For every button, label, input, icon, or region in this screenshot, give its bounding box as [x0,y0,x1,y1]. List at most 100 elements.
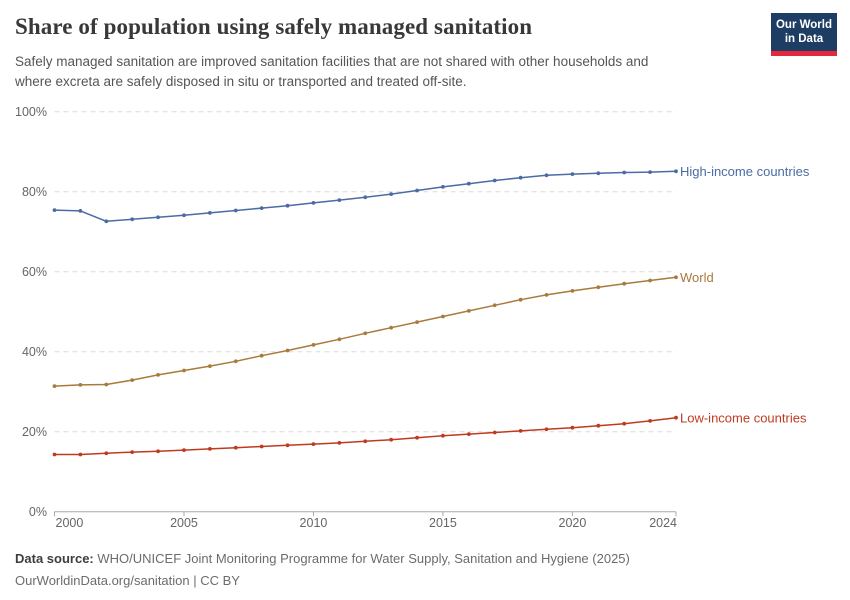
series-marker-high-income-countries-2012 [363,195,368,200]
x-axis-label-2020: 2020 [559,516,587,530]
series-line-low-income-countries [54,416,677,456]
series-marker-high-income-countries-2003 [130,217,135,222]
series-marker-world-2024 [674,275,678,280]
series-label-low-income-countries: Low-income countries [680,410,807,425]
logo-line-2: in Data [784,33,824,45]
y-axis-label-20: 20% [22,425,47,439]
owid-logo[interactable]: Our World in Data [771,13,837,56]
series-marker-low-income-countries-2006 [207,447,212,451]
data-source-line: Data source: WHO/UNICEF Joint Monitoring… [15,548,815,570]
series-marker-world-2006 [207,364,212,368]
series-marker-high-income-countries-2024 [674,169,678,174]
series-marker-high-income-countries-2002 [104,219,109,224]
series-marker-high-income-countries-2000 [52,208,57,213]
series-marker-world-2016 [466,309,471,313]
series-marker-world-2011 [337,337,342,342]
series-marker-world-2003 [130,378,135,382]
series-marker-high-income-countries-2008 [259,206,264,211]
series-marker-world-2008 [259,353,264,358]
series-marker-low-income-countries-2018 [518,429,523,433]
series-marker-high-income-countries-2013 [389,192,394,197]
series-marker-world-2007 [233,359,238,364]
series-marker-high-income-countries-2006 [207,211,212,215]
y-axis-label-60: 60% [22,265,47,279]
series-marker-low-income-countries-2014 [415,435,419,440]
series-label-high-income-countries: High-income countries [680,164,810,179]
y-axis-label-0: 0% [29,505,47,519]
series-marker-low-income-countries-2005 [182,448,186,452]
series-marker-low-income-countries-2010 [311,442,316,446]
series-marker-world-2018 [518,297,523,302]
series-marker-high-income-countries-2007 [233,208,238,213]
logo-line-1: Our World [775,19,832,31]
x-axis-label-2005: 2005 [170,516,198,530]
series-marker-world-2009 [285,348,290,353]
series-marker-high-income-countries-2009 [285,203,290,208]
series-marker-world-2022 [622,281,627,286]
series-marker-world-2002 [104,382,109,387]
series-marker-high-income-countries-2014 [415,188,419,193]
series-marker-low-income-countries-2003 [130,450,135,454]
series-marker-high-income-countries-2019 [544,173,549,178]
y-axis-label-40: 40% [22,345,47,359]
series-marker-world-2019 [544,293,549,297]
series-marker-world-2021 [596,285,601,290]
data-source-label: Data source: [15,551,94,566]
series-marker-low-income-countries-2007 [233,445,238,450]
series-marker-high-income-countries-2020 [570,172,575,177]
series-marker-low-income-countries-2013 [389,437,394,442]
series-marker-low-income-countries-2004 [156,449,160,454]
series-marker-world-2004 [156,373,160,377]
series-marker-high-income-countries-2022 [622,170,627,175]
subtitle-line-1: Safely managed sanitation are improved s… [15,54,649,69]
series-marker-low-income-countries-2000 [52,452,57,457]
series-marker-low-income-countries-2019 [544,427,549,432]
series-marker-high-income-countries-2018 [518,175,523,180]
series-marker-world-2017 [492,303,497,308]
series-marker-low-income-countries-2022 [622,421,627,426]
series-marker-world-2013 [389,325,394,330]
series-marker-world-2005 [182,368,186,373]
chart-footer: Data source: WHO/UNICEF Joint Monitoring… [15,548,815,592]
series-marker-world-2012 [363,331,368,336]
series-marker-world-2014 [415,320,419,324]
y-axis-label-100: 100% [15,105,47,119]
subtitle-line-2: where excreta are safely disposed in sit… [15,74,467,89]
series-marker-high-income-countries-2023 [648,170,653,175]
series-marker-high-income-countries-2004 [156,215,160,220]
y-axis-label-80: 80% [22,185,47,199]
series-marker-low-income-countries-2008 [259,444,264,449]
series-marker-low-income-countries-2012 [363,439,368,444]
x-axis-label-2010: 2010 [300,516,328,530]
series-marker-world-2015 [441,314,445,319]
series-marker-world-2023 [648,278,653,283]
series-marker-low-income-countries-2020 [570,425,575,430]
x-axis-label-2015: 2015 [429,516,457,530]
series-marker-world-2000 [52,384,57,388]
series-marker-low-income-countries-2001 [78,452,83,457]
series-marker-high-income-countries-2015 [441,185,445,189]
series-marker-high-income-countries-2001 [78,209,83,213]
series-label-world: World [680,270,714,285]
page-title: Share of population using safely managed… [15,14,533,39]
series-marker-world-2001 [78,383,83,387]
series-marker-low-income-countries-2002 [104,451,109,456]
series-marker-low-income-countries-2009 [285,443,290,448]
series-marker-world-2020 [570,289,575,293]
series-marker-low-income-countries-2016 [466,432,471,436]
attribution-line: OurWorldinData.org/sanitation | CC BY [15,573,240,588]
data-source-text: WHO/UNICEF Joint Monitoring Programme fo… [93,551,630,566]
series-marker-high-income-countries-2017 [492,178,497,183]
chart-subtitle: Safely managed sanitation are improved s… [15,52,735,92]
series-marker-high-income-countries-2005 [182,213,186,218]
series-marker-low-income-countries-2015 [441,433,445,438]
series-marker-low-income-countries-2011 [337,441,342,445]
series-marker-low-income-countries-2021 [596,423,601,428]
x-axis-label-2024: 2024 [649,516,677,530]
series-marker-world-2010 [311,343,316,347]
x-axis-label-2000: 2000 [56,516,84,530]
series-marker-low-income-countries-2023 [648,419,653,423]
series-marker-low-income-countries-2024 [674,415,678,420]
